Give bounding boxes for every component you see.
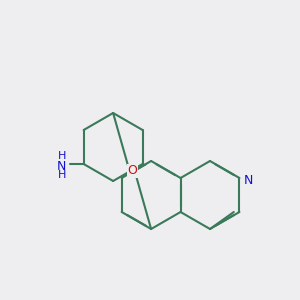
Text: O: O: [127, 164, 137, 178]
Text: H: H: [58, 170, 66, 180]
Text: H: H: [58, 151, 66, 161]
Text: N: N: [57, 160, 66, 172]
Text: N: N: [244, 173, 253, 187]
